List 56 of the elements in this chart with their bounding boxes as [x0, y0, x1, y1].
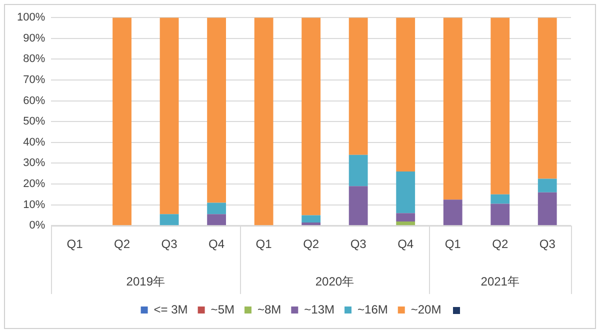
text: 2019年 [126, 274, 166, 288]
bar [207, 202, 226, 214]
y-tick-label: 50% [23, 116, 46, 128]
y-tick-label: 100% [16, 12, 46, 24]
bar [302, 215, 321, 222]
x-tick-label: Q3 [539, 237, 556, 252]
bar [348, 154, 368, 186]
bar [538, 178, 557, 192]
bar [396, 18, 416, 172]
y-tick-label: 10% [23, 198, 46, 211]
bar [490, 194, 510, 204]
x-tick-label: Q1 [444, 237, 462, 252]
bar [490, 204, 510, 226]
y-tick-label: 80% [23, 53, 46, 66]
x-tick-label: Q2 [303, 237, 320, 252]
bar [538, 18, 557, 179]
text: 2021年 [480, 274, 520, 288]
bar [112, 18, 132, 226]
x-tick-label: Q4 [208, 237, 225, 252]
legend-label: ~13M [304, 302, 335, 316]
x-tick-label: Q2 [492, 237, 508, 252]
text: 2020年 [315, 274, 354, 288]
bar [160, 214, 179, 226]
legend-label: ~8M [257, 302, 282, 316]
legend-label: ~16M [358, 302, 388, 316]
x-tick-label: Q1 [66, 237, 84, 252]
bar [396, 213, 416, 222]
x-tick-label: Q3 [350, 237, 367, 252]
x-tick-label: Q1 [256, 237, 272, 252]
y-tick-label: 90% [23, 32, 46, 44]
bar [396, 221, 416, 226]
y-tick-label: 0% [29, 220, 46, 232]
bar [348, 18, 368, 155]
bar [254, 18, 274, 226]
bar [348, 186, 368, 226]
bar [443, 18, 462, 200]
legend-label: ~5M [210, 302, 234, 316]
bar [396, 172, 416, 214]
bar [443, 200, 462, 226]
bar [160, 18, 179, 214]
bar [490, 18, 510, 194]
bar [302, 18, 321, 216]
y-tick-label: 20% [23, 178, 46, 190]
x-tick-label: Q3 [161, 237, 178, 252]
bar [538, 192, 557, 226]
bar [207, 214, 226, 226]
y-tick-label: 60% [23, 94, 46, 107]
y-tick-label: 30% [23, 157, 46, 170]
legend-label: <= 3M [154, 302, 188, 316]
y-tick-label: 40% [23, 136, 46, 148]
x-tick-label: Q2 [114, 237, 130, 252]
y-tick-label: 70% [23, 74, 46, 86]
bar [207, 18, 226, 203]
legend-label: ~20M [410, 302, 442, 316]
x-tick-label: Q4 [398, 237, 414, 252]
bar [302, 222, 321, 226]
